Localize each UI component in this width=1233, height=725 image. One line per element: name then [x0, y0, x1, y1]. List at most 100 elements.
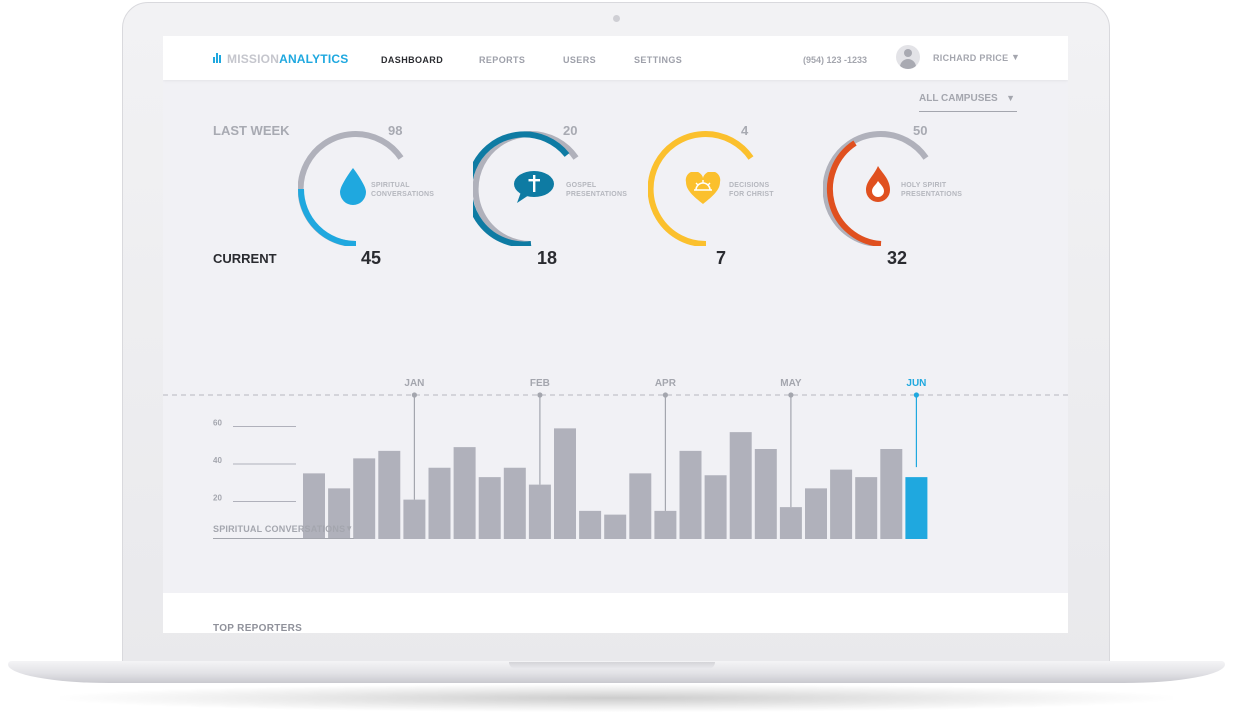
nav-reports[interactable]: REPORTS	[479, 55, 526, 65]
current-value: 32	[887, 248, 908, 268]
y-tick-label: 40	[213, 456, 222, 465]
chevron-down-icon: ▼	[345, 524, 353, 533]
bar	[328, 488, 351, 539]
last-week-value: 4	[741, 123, 749, 138]
bar-highlighted	[905, 477, 928, 539]
month-label: APR	[655, 378, 677, 389]
month-marker-dot	[537, 392, 543, 398]
metric-holy-spirit-presentations[interactable]: 50 32 HOLY SPIRIT PRESENTATIONS	[823, 123, 1003, 276]
current-value: 7	[716, 248, 727, 268]
bar	[629, 473, 652, 539]
bar	[729, 432, 752, 539]
chevron-down-icon: ▼	[1006, 93, 1015, 103]
metric-gospel-presentations[interactable]: 20 18 GOSPEL PRESENTATIONS	[473, 123, 653, 276]
flame-icon	[866, 166, 890, 202]
progress-ring	[298, 131, 404, 246]
bar	[679, 450, 702, 539]
bar	[830, 469, 853, 539]
metric-label: SPIRITUAL CONVERSATIONS	[371, 181, 471, 199]
metric-label: DECISIONS FOR CHRIST	[729, 181, 829, 199]
speech-bubble-cross-icon	[514, 171, 554, 203]
bar	[428, 467, 451, 539]
metric-label: GOSPEL PRESENTATIONS	[566, 181, 666, 199]
last-week-value: 98	[388, 123, 403, 138]
metric-label-line2: PRESENTATIONS	[566, 191, 628, 198]
ring-progress	[473, 131, 570, 246]
last-week-value: 50	[913, 123, 928, 138]
y-tick-label: 60	[213, 419, 222, 428]
month-marker-dot	[662, 392, 668, 398]
user-name[interactable]: RICHARD PRICE	[933, 53, 1009, 63]
bar	[528, 484, 551, 539]
ring-progress	[298, 188, 357, 246]
bar	[378, 450, 401, 539]
brand-part-1: MISSION	[227, 52, 280, 66]
laptop-base	[8, 661, 1225, 683]
current-label: CURRENT	[213, 251, 277, 266]
heart-sunrise-icon	[685, 172, 721, 204]
top-navbar: MISSIONANALYTICS DASHBOARD REPORTS USERS…	[163, 36, 1068, 80]
nav-users[interactable]: USERS	[563, 55, 597, 65]
month-label: JAN	[404, 378, 424, 389]
avatar[interactable]	[896, 45, 920, 69]
last-week-label: LAST WEEK	[213, 123, 290, 138]
month-label: MAY	[780, 378, 802, 389]
laptop-camera	[613, 15, 620, 22]
metric-label-line1: GOSPEL	[566, 182, 597, 189]
month-marker-dot	[411, 392, 417, 398]
campus-select-value: ALL CAMPUSES	[919, 93, 998, 104]
bar-chart-logo-icon	[213, 53, 225, 63]
bar	[453, 447, 476, 539]
current-value: 45	[361, 248, 382, 268]
progress-ring	[823, 131, 929, 246]
bar	[654, 510, 677, 539]
series-select[interactable]: SPIRITUAL CONVERSATIONS ▼	[213, 523, 354, 539]
ring-progress	[826, 140, 882, 246]
user-menu-caret-icon[interactable]: ▼	[1011, 52, 1020, 62]
bar	[704, 475, 727, 539]
bar	[805, 488, 827, 539]
progress-ring	[473, 131, 579, 246]
metric-label-line1: HOLY SPIRIT	[901, 182, 947, 189]
top-reporters-panel: TOP REPORTERS	[163, 593, 1068, 633]
bar	[754, 449, 777, 539]
app-screen: MISSIONANALYTICS DASHBOARD REPORTS USERS…	[163, 36, 1068, 633]
bar	[554, 428, 576, 539]
campus-select[interactable]: ALL CAMPUSES ▼	[919, 93, 1017, 112]
brand-logo[interactable]: MISSIONANALYTICS	[227, 52, 348, 66]
nav-settings[interactable]: SETTINGS	[634, 55, 683, 65]
metric-label-line1: SPIRITUAL	[371, 182, 410, 189]
ring-progress	[648, 131, 754, 246]
bar	[503, 467, 526, 539]
metric-label-line2: FOR CHRIST	[729, 191, 774, 198]
bar-chart-svg: 20 40 60 JAN FEB APR MAY JUN	[163, 378, 1068, 539]
progress-ring	[648, 131, 754, 246]
top-reporters-title: TOP REPORTERS	[213, 623, 303, 633]
month-label: FEB	[530, 378, 550, 389]
water-drop-icon	[340, 168, 366, 205]
bar	[353, 458, 376, 539]
metric-decisions-for-christ[interactable]: 4 7 DECISIONS FOR CHRIST	[648, 123, 829, 276]
last-week-value: 20	[563, 123, 578, 138]
metric-label-line1: DECISIONS	[729, 182, 770, 189]
bar	[855, 477, 878, 539]
series-select-value: SPIRITUAL CONVERSATIONS	[213, 524, 346, 534]
bar-chart: 20 40 60 JAN FEB APR MAY JUN	[163, 326, 1068, 556]
bar	[604, 514, 627, 539]
bar	[403, 499, 426, 539]
metric-spiritual-conversations[interactable]: 98 45 SPIRITUAL CONVERSATIONS	[298, 123, 478, 276]
metric-label: HOLY SPIRIT PRESENTATIONS	[901, 181, 1001, 199]
month-label: JUN	[906, 378, 926, 389]
month-marker-dot	[788, 392, 794, 398]
laptop-shadow	[60, 684, 1173, 712]
brand-part-2: ANALYTICS	[279, 52, 349, 66]
laptop-hinge-notch	[509, 662, 715, 669]
current-value: 18	[537, 248, 558, 268]
bar	[478, 477, 501, 539]
bar	[779, 507, 802, 539]
month-marker-dot	[913, 392, 920, 398]
bar	[579, 510, 602, 539]
bar	[880, 449, 903, 539]
nav-dashboard[interactable]: DASHBOARD	[381, 55, 444, 65]
bar	[303, 473, 325, 539]
